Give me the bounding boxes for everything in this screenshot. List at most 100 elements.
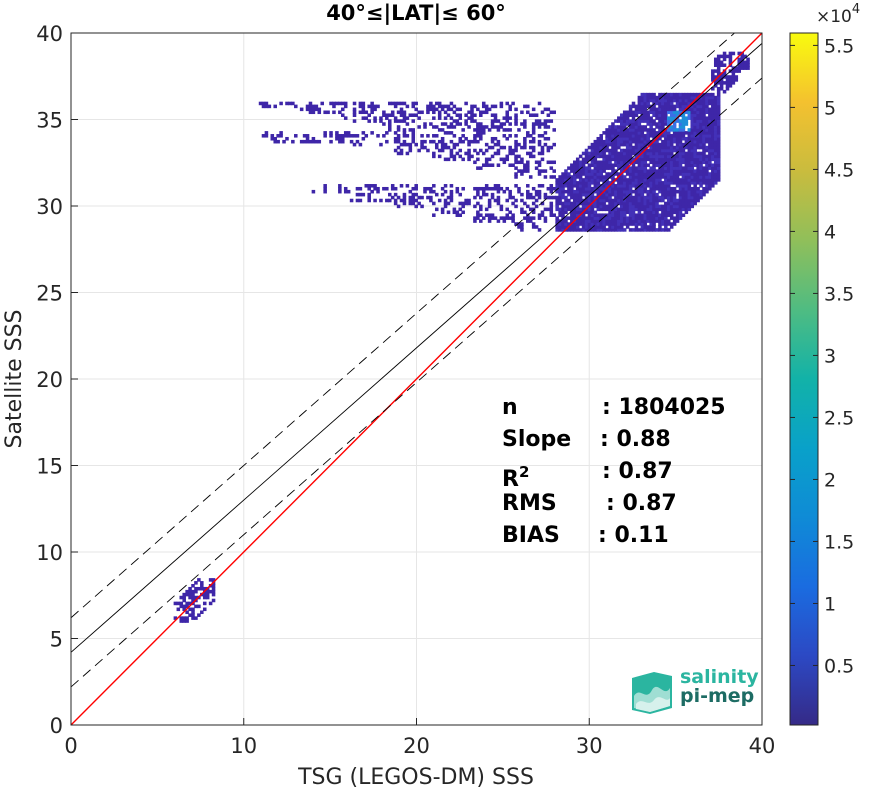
density-cell	[552, 128, 556, 132]
density-cell	[711, 107, 715, 112]
density-cell	[728, 54, 733, 59]
density-cell	[479, 128, 483, 132]
density-cell	[402, 142, 407, 147]
density-cell	[675, 160, 680, 165]
density-cell	[540, 184, 545, 188]
density-cell	[593, 151, 598, 156]
density-cell	[705, 95, 709, 100]
density-cell	[349, 198, 354, 203]
density-cell	[502, 134, 507, 138]
density-cell	[464, 113, 468, 117]
density-cell	[578, 222, 583, 226]
density-cell	[664, 95, 668, 100]
density-cell	[279, 101, 283, 106]
density-cell	[402, 116, 407, 120]
density-cell	[505, 110, 510, 115]
density-cell	[666, 175, 671, 179]
density-cell	[558, 192, 562, 197]
density-cell	[658, 204, 662, 209]
density-cell	[575, 186, 580, 191]
density-cell	[705, 148, 709, 153]
density-cell	[461, 157, 465, 162]
density-cell	[637, 181, 642, 185]
density-cell	[643, 113, 648, 117]
density-cell	[185, 604, 189, 609]
density-cell	[584, 186, 589, 191]
density-cell	[643, 95, 648, 100]
density-cell	[537, 122, 542, 126]
density-cell	[432, 154, 436, 159]
density-cell	[716, 98, 721, 103]
density-cell	[449, 107, 454, 112]
density-cell	[590, 181, 595, 185]
density-cell	[555, 216, 559, 220]
density-cell	[314, 107, 319, 112]
density-cell	[358, 186, 363, 191]
density-cell	[631, 207, 636, 212]
density-cell	[587, 219, 592, 223]
density-cell	[661, 219, 665, 223]
density-cell	[599, 169, 603, 173]
density-cell	[596, 228, 601, 232]
density-cell	[678, 107, 683, 112]
density-cell	[191, 598, 195, 603]
density-cell	[387, 122, 392, 126]
density-cell	[693, 151, 697, 156]
density-cell	[335, 131, 339, 135]
density-cell	[622, 192, 627, 197]
density-cell	[411, 201, 416, 206]
density-cell	[473, 195, 477, 200]
density-cell	[643, 92, 648, 97]
density-cell	[308, 101, 313, 106]
density-cell	[382, 186, 386, 191]
density-cell	[681, 107, 686, 112]
density-cell	[649, 119, 653, 123]
density-cell	[617, 145, 621, 150]
density-cell	[393, 131, 398, 135]
density-cell	[716, 169, 721, 173]
density-cell	[555, 207, 559, 212]
density-cell	[652, 107, 656, 112]
density-cell	[693, 160, 697, 165]
density-cell	[646, 184, 650, 188]
density-cell	[596, 178, 601, 182]
density-cell	[716, 57, 721, 62]
density-cell	[699, 125, 703, 129]
density-cell	[508, 134, 512, 138]
density-cell	[305, 107, 310, 112]
density-cell	[599, 145, 603, 150]
density-cell	[711, 72, 715, 76]
density-cell	[625, 136, 630, 141]
density-cell	[455, 189, 460, 194]
density-cell	[687, 131, 692, 135]
density-cell	[561, 207, 565, 212]
density-cell	[423, 122, 427, 126]
density-cell	[505, 198, 510, 203]
density-cell	[461, 134, 465, 138]
density-cell	[631, 119, 636, 123]
density-cell	[708, 163, 712, 167]
density-cell	[702, 131, 706, 135]
density-cell	[523, 166, 527, 170]
density-cell	[581, 184, 586, 188]
density-cell	[358, 101, 363, 106]
density-cell	[540, 134, 545, 138]
density-cell	[619, 198, 624, 203]
density-cell	[617, 139, 621, 144]
density-cell	[341, 136, 345, 141]
density-cell	[570, 216, 574, 220]
density-cell	[646, 119, 650, 123]
density-cell	[678, 184, 683, 188]
density-cell	[646, 189, 650, 194]
density-cell	[546, 119, 551, 123]
density-cell	[640, 119, 645, 123]
density-cell	[684, 172, 689, 176]
density-cell	[655, 160, 659, 165]
density-cell	[711, 166, 715, 170]
density-cell	[617, 160, 621, 165]
density-cell	[567, 228, 571, 232]
density-cell	[185, 592, 189, 597]
density-cell	[693, 125, 697, 129]
density-cell	[690, 151, 695, 156]
density-cell	[643, 134, 648, 138]
